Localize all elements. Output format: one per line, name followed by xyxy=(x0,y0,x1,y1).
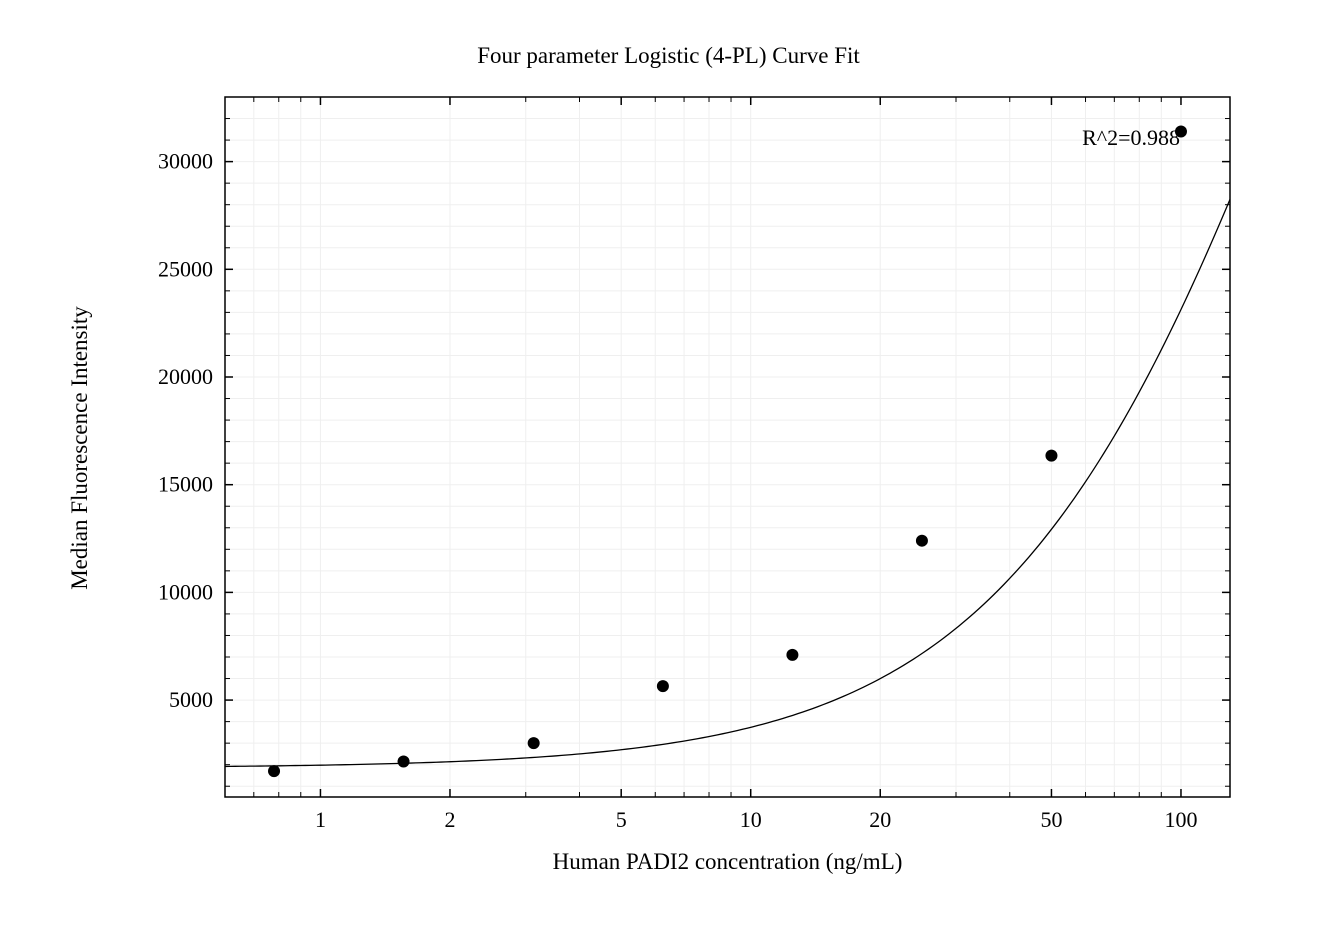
chart-container: 1 2 5 10 20 50 100 5000 10000 15000 20000 25000 3000… xyxy=(0,0,1337,933)
svg-text:20000: 20000 xyxy=(158,364,213,389)
svg-text:25000: 25000 xyxy=(158,256,213,281)
x-axis-label: Human PADI2 concentration (ng/mL) xyxy=(528,849,928,875)
svg-text:30000: 30000 xyxy=(158,149,213,174)
chart-title: Four parameter Logistic (4-PL) Curve Fit xyxy=(0,43,1337,69)
r-squared-annotation: R^2=0.988 xyxy=(1082,125,1180,151)
svg-text:1: 1 xyxy=(315,807,326,832)
svg-text:15000: 15000 xyxy=(158,472,213,497)
svg-text:20: 20 xyxy=(869,807,891,832)
y-axis-label: Median Fluorescence Intensity xyxy=(67,298,93,598)
svg-text:50: 50 xyxy=(1040,807,1062,832)
svg-text:5: 5 xyxy=(616,807,627,832)
svg-text:2: 2 xyxy=(444,807,455,832)
svg-text:10: 10 xyxy=(740,807,762,832)
svg-text:10000: 10000 xyxy=(158,579,213,604)
svg-text:100: 100 xyxy=(1164,807,1197,832)
svg-text:5000: 5000 xyxy=(169,687,213,712)
